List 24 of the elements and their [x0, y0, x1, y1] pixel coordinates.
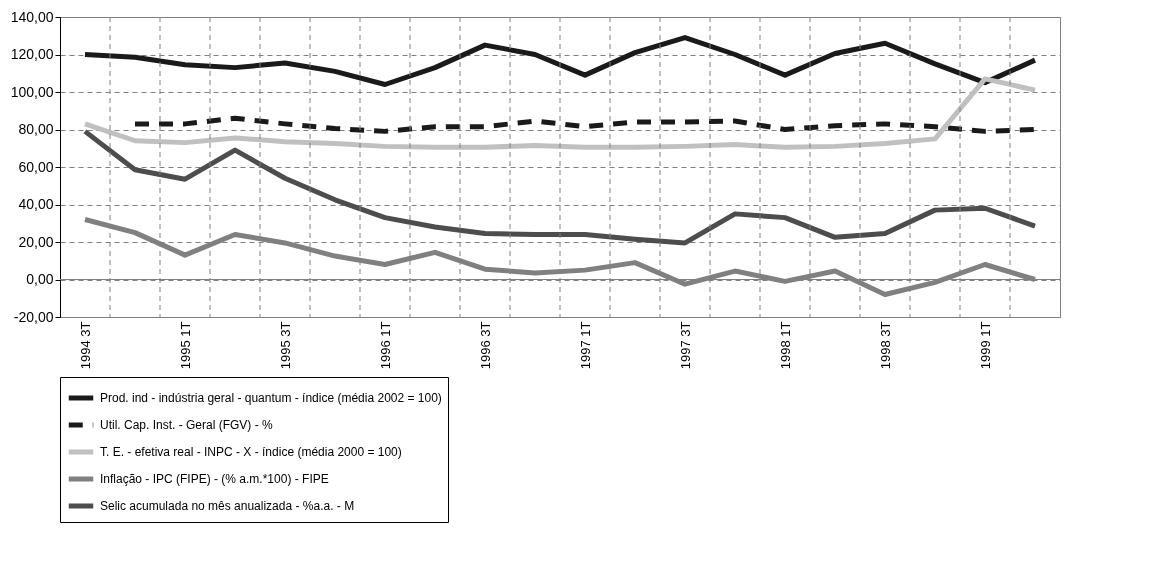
x-tick-label: 1995 1T — [177, 321, 193, 370]
y-tick-label: 20,00 — [18, 233, 54, 250]
y-tick-label: 0,00 — [26, 271, 54, 287]
legend-label: Prod. ind - indústria geral - quantum - índice (média 2002 = 100) — [100, 391, 442, 405]
x-tick-label: 1995 3T — [277, 321, 293, 370]
y-tick-label: 60,00 — [18, 158, 54, 175]
legend-label: Util. Cap. Inst. - Geral (FGV) - % — [100, 418, 274, 432]
y-tick-label: 140,00 — [10, 8, 54, 25]
x-tick-label: 1997 3T — [677, 321, 693, 370]
legend-label: Inflação - IPC (FIPE) - (% a.m.*100) - FIPE — [100, 472, 329, 486]
x-tick-label: 1996 1T — [377, 321, 393, 370]
x-tick-label: 1994 3T — [77, 321, 93, 370]
x-tick-label: 1996 3T — [477, 321, 493, 370]
y-tick-label: -20,00 — [13, 308, 54, 325]
x-tick-label: 1999 1T — [977, 321, 993, 370]
y-tick-label: 40,00 — [18, 196, 54, 212]
legend-label: Selic acumulada no mês anualizada - %a.a. - M — [100, 499, 355, 513]
y-tick-label: 100,00 — [10, 83, 54, 100]
legend-label: T. E. - efetiva real - INPC - X - índice (média 2000 = 100) — [100, 445, 402, 459]
x-tick-label: 1998 1T — [777, 321, 793, 370]
x-tick-label: 1997 1T — [577, 321, 593, 370]
y-tick-label: 120,00 — [10, 46, 54, 62]
y-tick-label: 80,00 — [18, 121, 54, 137]
x-tick-label: 1998 3T — [877, 321, 893, 370]
